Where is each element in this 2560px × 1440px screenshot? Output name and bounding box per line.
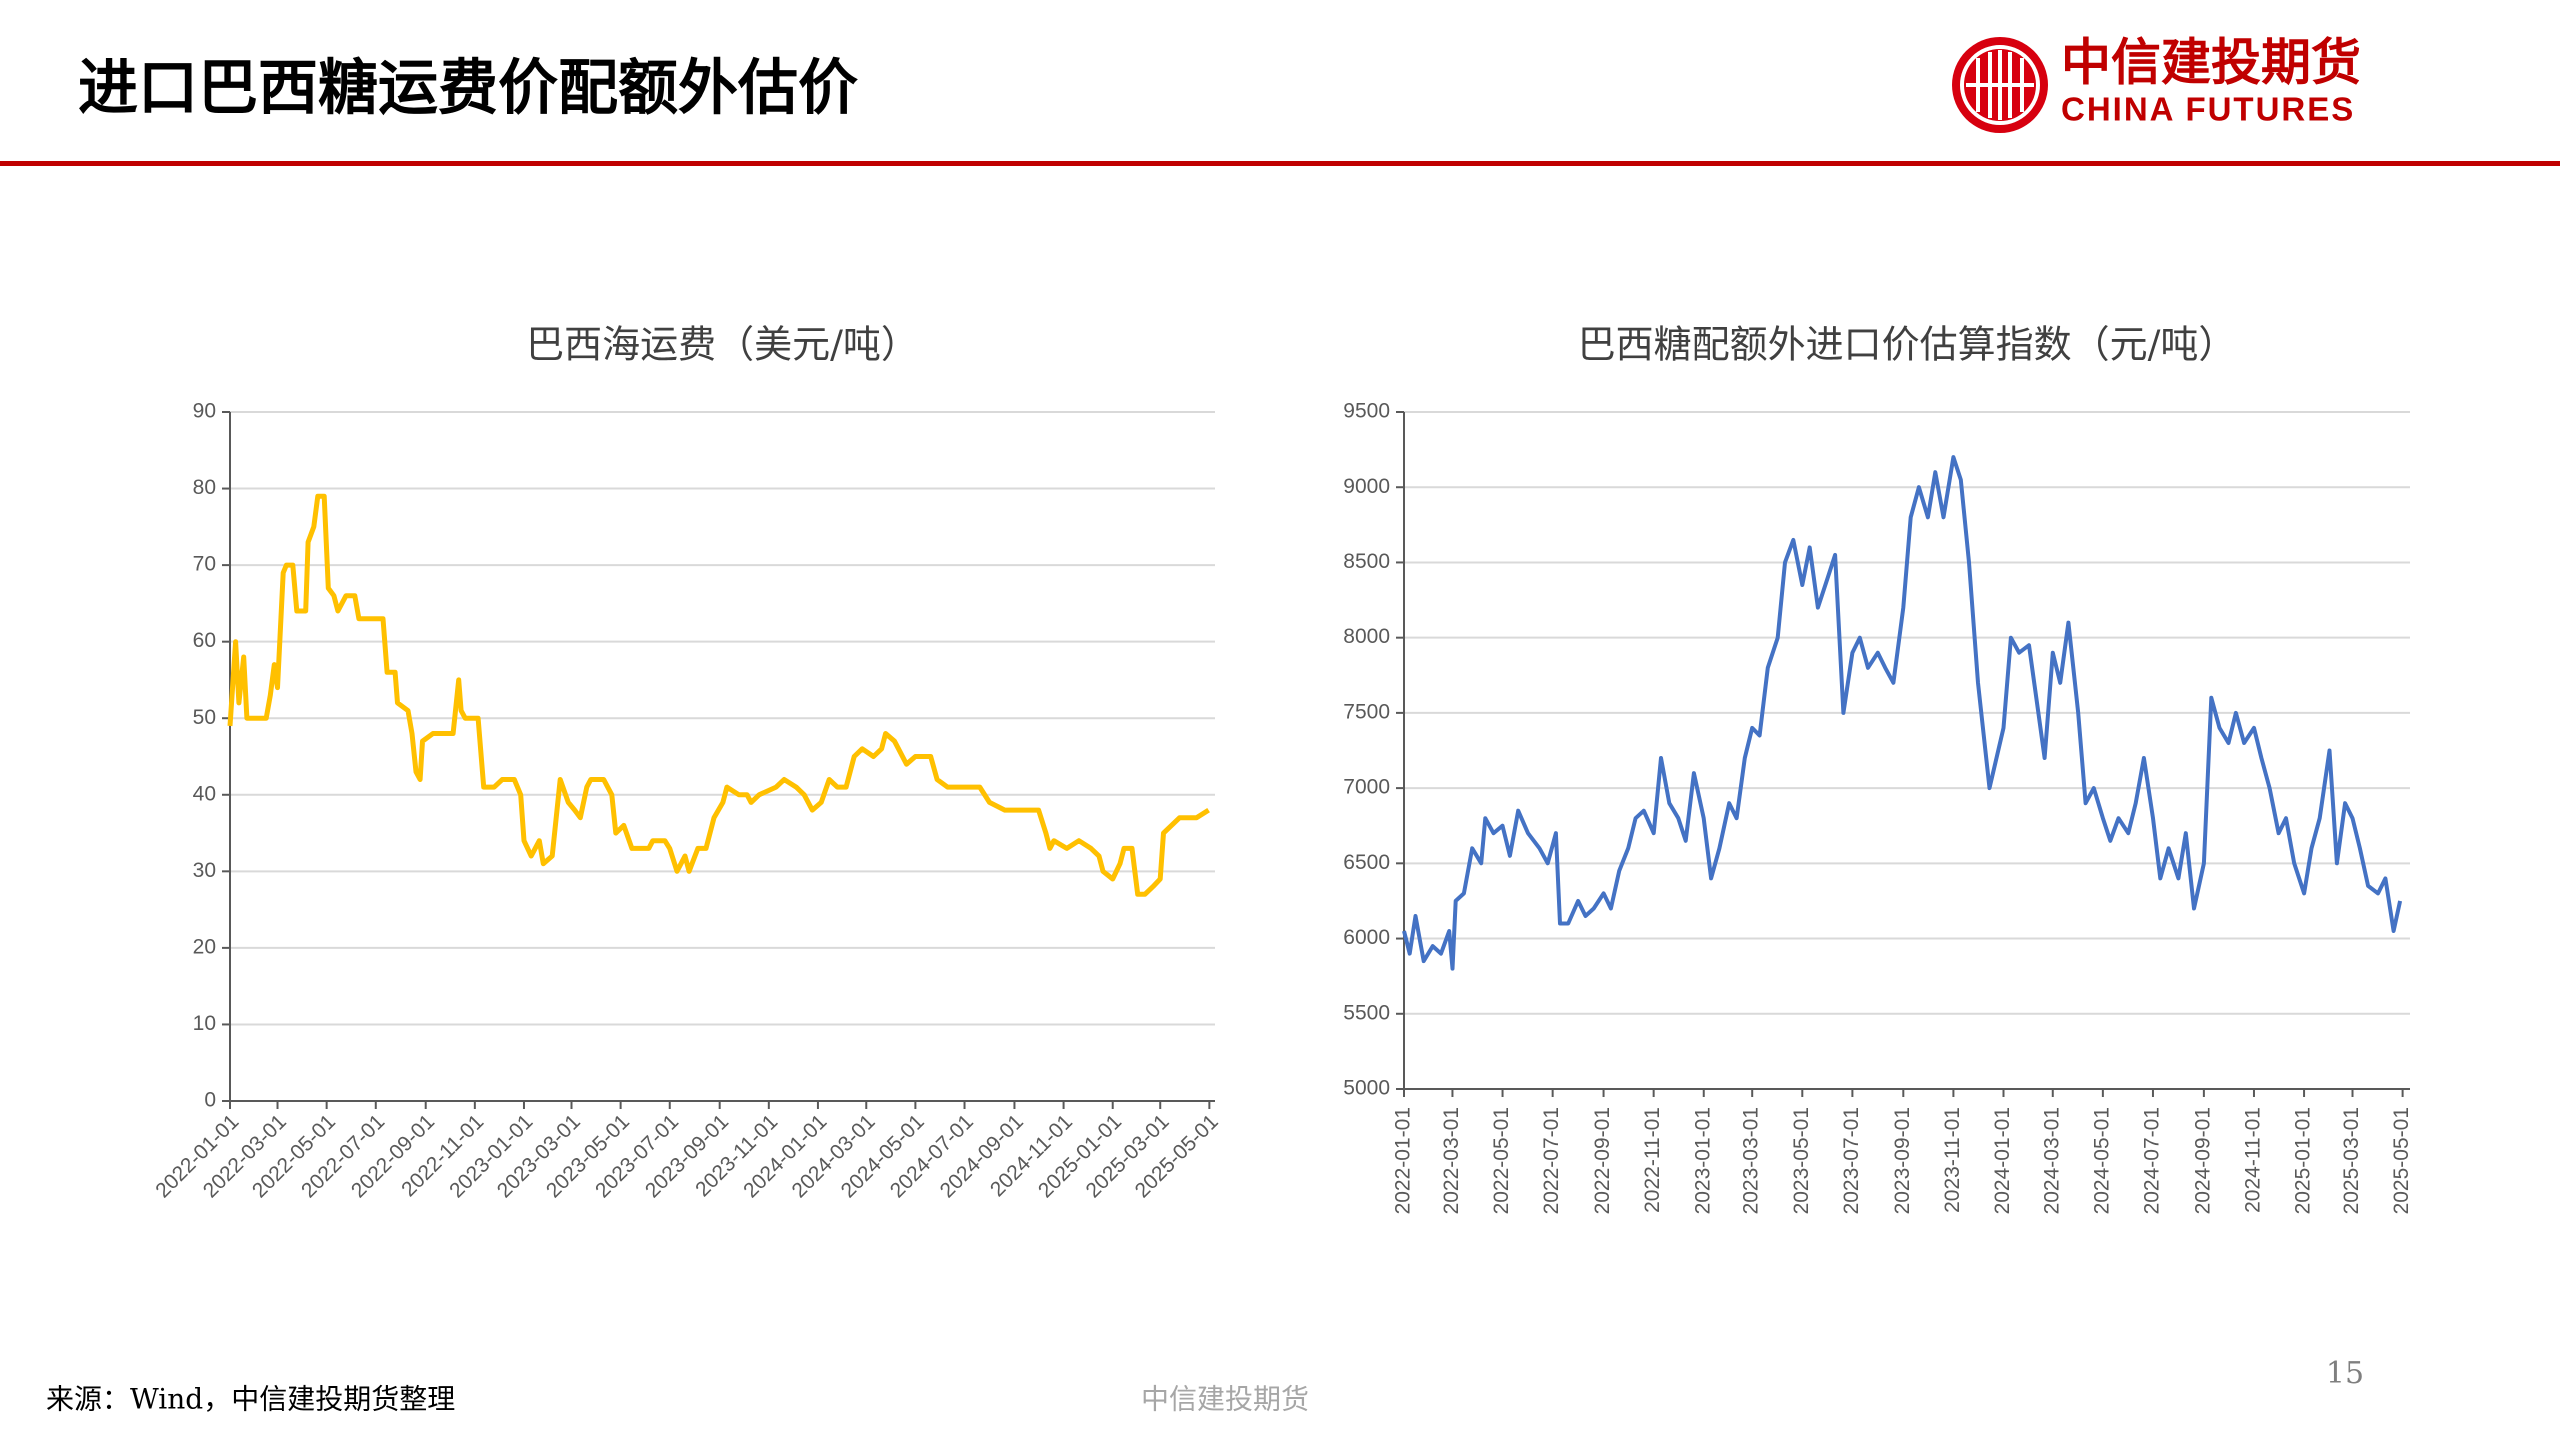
x-tick-label: 2025-03-01 [2340,1107,2363,1214]
source-note: 来源：Wind，中信建投期货整理 [46,1383,455,1416]
y-tick-label: 70 [193,553,216,576]
x-tick-label: 2024-09-01 [2191,1107,2214,1214]
logo-en: CHINA FUTURES [2061,91,2355,128]
y-tick-label: 9000 [1343,475,1390,498]
x-tick-label: 2022-05-01 [1490,1107,1513,1214]
chart-title: 巴西海运费（美元/吨） [526,323,919,367]
logo-cn: 中信建投期货 [2061,34,2361,92]
chart-title: 巴西糖配额外进口价估算指数（元/吨） [1578,323,2237,367]
y-tick-label: 50 [193,706,216,729]
data-line [227,493,1210,897]
y-tick-label: 80 [193,476,216,499]
y-tick-label: 6000 [1343,926,1390,949]
x-tick-label: 2022-09-01 [1591,1107,1614,1214]
x-tick-label: 2022-01-01 [1392,1107,1415,1214]
x-tick-label: 2024-01-01 [1991,1107,2014,1214]
footer-watermark: 中信建投期货 [1141,1383,1309,1416]
x-tick-label: 2024-05-01 [2090,1107,2113,1214]
y-tick-label: 60 [193,629,216,652]
y-tick-label: 9500 [1343,400,1390,423]
y-tick-label: 20 [193,935,216,958]
x-tick-label: 2024-03-01 [2040,1107,2063,1214]
y-tick-label: 5500 [1343,1001,1390,1024]
y-tick-label: 0 [204,1089,216,1112]
x-tick-label: 2024-07-01 [2141,1107,2164,1214]
page-number: 15 [2326,1356,2364,1391]
x-tick-label: 2022-07-01 [1540,1107,1563,1214]
x-tick-label: 2023-07-01 [1840,1107,1863,1214]
x-tick-label: 2025-01-01 [2292,1107,2315,1214]
x-tick-label: 2022-03-01 [1440,1107,1463,1214]
slide-title: 进口巴西糖运费价配额外估价 [78,54,858,124]
x-tick-label: 2024-11-01 [2242,1107,2265,1213]
x-tick-label: 2023-01-01 [1691,1107,1714,1214]
y-tick-label: 40 [193,782,216,805]
header-rule [0,161,2560,166]
x-tick-label: 2025-05-01 [2390,1107,2413,1214]
y-tick-label: 90 [193,400,216,423]
data-line [1402,455,2403,971]
x-tick-label: 2023-03-01 [1740,1107,1763,1214]
logo: 中信建投期货 CHINA FUTURES [1952,34,2361,133]
x-tick-label: 2023-09-01 [1891,1107,1914,1214]
y-tick-label: 7500 [1343,700,1390,723]
x-tick-label: 2023-11-01 [1941,1107,1964,1213]
y-tick-label: 10 [193,1012,216,1035]
y-tick-label: 7000 [1343,776,1390,799]
x-tick-label: 2022-11-01 [1641,1107,1664,1213]
x-tick-label: 2023-05-01 [1790,1107,1813,1214]
y-tick-label: 8000 [1343,625,1390,648]
y-tick-label: 5000 [1343,1077,1390,1100]
y-tick-label: 6500 [1343,851,1390,874]
y-tick-label: 8500 [1343,550,1390,573]
y-tick-label: 30 [193,859,216,882]
